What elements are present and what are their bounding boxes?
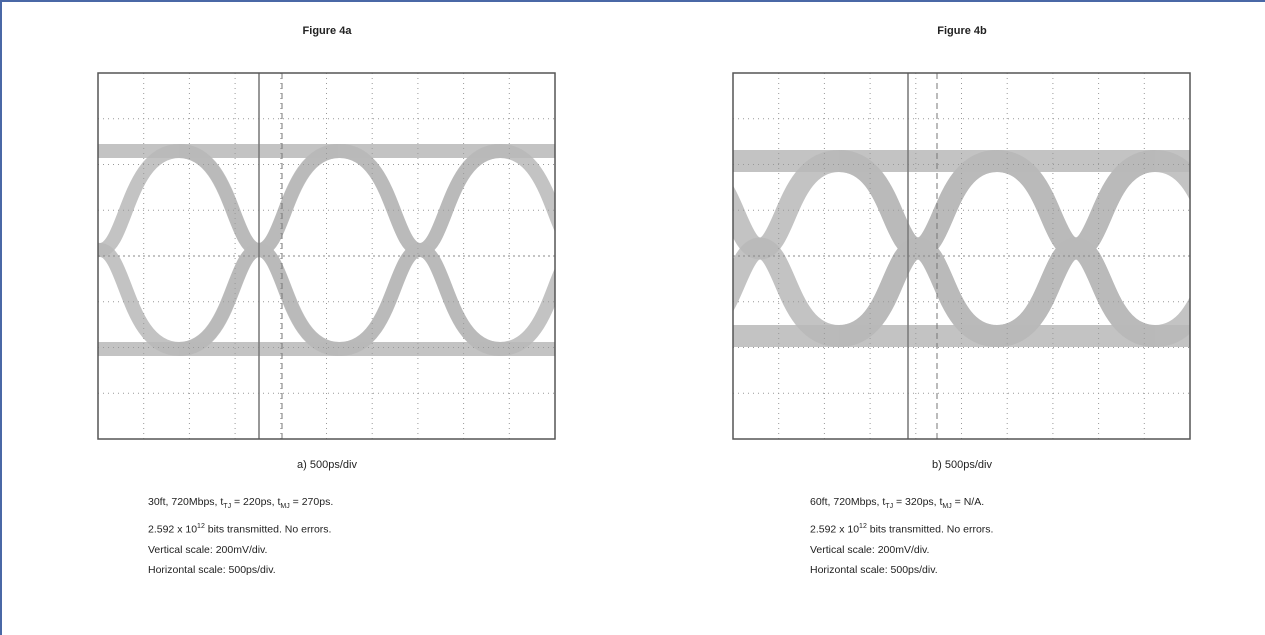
page: (() => { const data = JSON.parse(documen…	[0, 0, 1265, 635]
note-text: = 320ps, t	[893, 496, 942, 508]
note-line: Horizontal scale: 500ps/div.	[810, 560, 993, 580]
note-text: 30ft, 720Mbps, t	[148, 496, 223, 508]
note-text: 12	[197, 523, 205, 530]
figure-notes: 30ft, 720Mbps, tTJ = 220ps, tMJ = 270ps.…	[148, 492, 333, 580]
plot-background	[98, 73, 555, 439]
note-text: 2.592 x 10	[810, 524, 859, 536]
note-text: = 220ps, t	[231, 496, 280, 508]
figure-caption: b) 500ps/div	[812, 459, 1112, 471]
note-text: MJ	[280, 503, 289, 510]
note-text: TJ	[885, 503, 893, 510]
note-line: 60ft, 720Mbps, tTJ = 320ps, tMJ = N/A.	[810, 492, 993, 517]
note-line: 2.592 x 1012 bits transmitted. No errors…	[148, 517, 333, 540]
note-text: Vertical scale: 200mV/div.	[148, 544, 267, 556]
eye-diagram	[732, 72, 1191, 440]
note-text: 2.592 x 10	[148, 524, 197, 536]
note-text: Vertical scale: 200mV/div.	[810, 544, 929, 556]
note-line: Vertical scale: 200mV/div.	[148, 540, 333, 560]
note-line: Horizontal scale: 500ps/div.	[148, 560, 333, 580]
note-text: = N/A.	[952, 496, 984, 508]
note-line: 2.592 x 1012 bits transmitted. No errors…	[810, 517, 993, 540]
figure-caption: a) 500ps/div	[177, 459, 477, 471]
note-text: = 270ps.	[290, 496, 334, 508]
note-text: Horizontal scale: 500ps/div.	[148, 564, 276, 576]
figure-notes: 60ft, 720Mbps, tTJ = 320ps, tMJ = N/A.2.…	[810, 492, 993, 580]
note-line: Vertical scale: 200mV/div.	[810, 540, 993, 560]
note-text: Horizontal scale: 500ps/div.	[810, 564, 938, 576]
note-line: 30ft, 720Mbps, tTJ = 220ps, tMJ = 270ps.	[148, 492, 333, 517]
plot-background	[733, 73, 1190, 439]
note-text: 12	[859, 523, 867, 530]
plot-area	[732, 73, 1191, 439]
note-text: bits transmitted. No errors.	[867, 524, 994, 536]
figure-title: Figure 4b	[812, 25, 1112, 37]
eye-diagram	[97, 72, 556, 440]
note-text: TJ	[223, 503, 231, 510]
figure-title: Figure 4a	[177, 25, 477, 37]
note-text: MJ	[942, 503, 951, 510]
plot-area	[97, 73, 556, 439]
note-text: bits transmitted. No errors.	[205, 524, 332, 536]
note-text: 60ft, 720Mbps, t	[810, 496, 885, 508]
